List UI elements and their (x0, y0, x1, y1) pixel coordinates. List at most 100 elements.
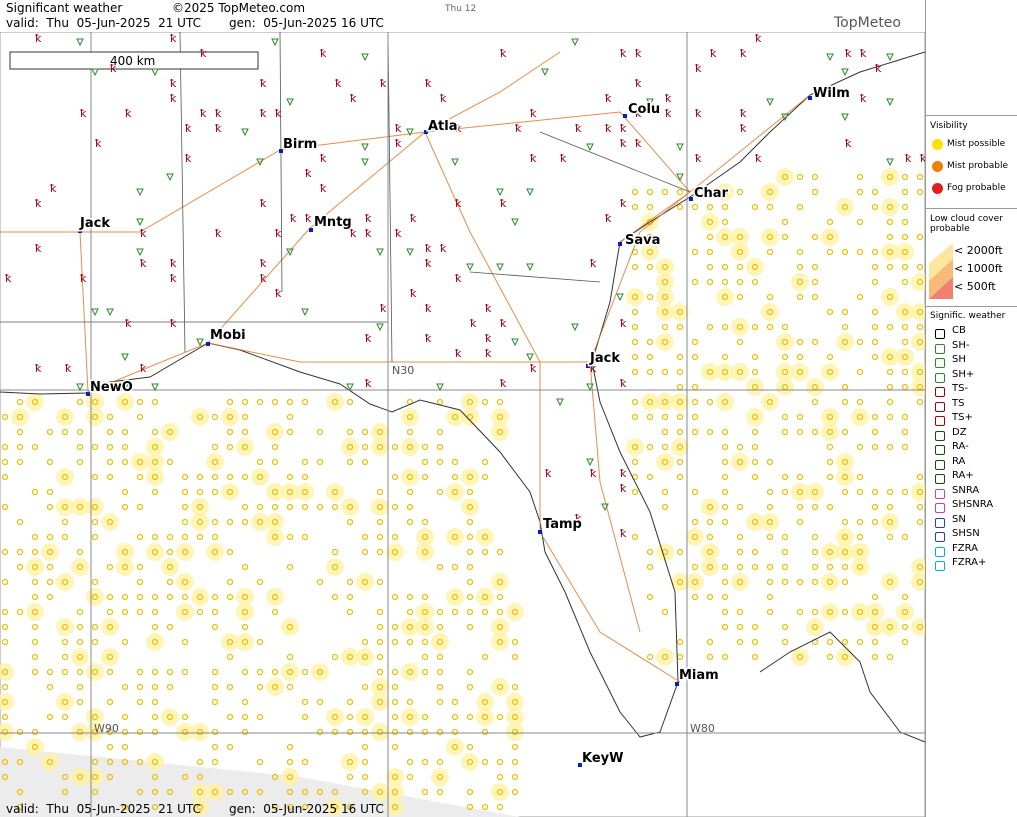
mist-area (341, 438, 359, 456)
mist-area (821, 543, 839, 561)
mist-dot (466, 623, 474, 631)
sh-symbol (361, 143, 369, 152)
sh-symbol (271, 38, 279, 47)
mist-dot (901, 263, 909, 271)
mist-dot (91, 788, 99, 796)
mist-dot (796, 353, 804, 361)
mist-dot (256, 503, 264, 511)
mist-dot (106, 728, 114, 736)
mist-dot (346, 503, 354, 511)
mist-area (191, 513, 209, 531)
mist-dot (796, 278, 804, 286)
mist-dot (781, 563, 789, 571)
mist-dot (316, 698, 324, 706)
legend-label: RA (952, 455, 966, 467)
mist-area (701, 543, 719, 561)
mist-dot (226, 713, 234, 721)
mist-dot (391, 788, 399, 796)
mist-dot (826, 248, 834, 256)
mist-dot (196, 503, 204, 511)
mist-dot (511, 743, 519, 751)
mist-dot (136, 578, 144, 586)
mist-area (356, 708, 374, 726)
mist-dot (466, 563, 474, 571)
mist-dot (136, 473, 144, 481)
mist-dot (286, 473, 294, 481)
mist-area (11, 408, 29, 426)
ts-symbol: ꝁ (140, 257, 147, 270)
mist-dot (811, 233, 819, 241)
sh-symbol (676, 173, 684, 182)
mist-area (26, 603, 44, 621)
map: N30 W90 W80 400 km ꝁ ꝁ ꝁꝁ ꝁ ꝁ ꝁ ꝁ ꝁ ꝁ ꝁ ꝁꝁ ꝁ ꝁꝁ ꝁ ꝁ ꝁ ꝁ ꝁ… (0, 32, 925, 817)
mist-dot (76, 698, 84, 706)
ts-symbol: ꝁ (275, 107, 282, 120)
mist-area (131, 453, 149, 471)
mist-dot (121, 458, 129, 466)
mist-dot (166, 713, 174, 721)
mist-area (431, 768, 449, 786)
mist-dot (646, 248, 654, 256)
mist-dot (121, 608, 129, 616)
mist-area (776, 333, 794, 351)
mist-dot (421, 518, 429, 526)
mist-dot (346, 803, 354, 811)
city-label: Wilm (813, 86, 850, 101)
mist-area (191, 798, 209, 816)
mist-dot (766, 563, 774, 571)
mist-area (836, 528, 854, 546)
mist-dot (766, 593, 774, 601)
mist-area (731, 228, 749, 246)
mist-dot (706, 263, 714, 271)
ts-symbol: ꝁ (305, 212, 312, 225)
mist-area (881, 243, 899, 261)
mist-dot (841, 533, 849, 541)
mist-area (731, 363, 749, 381)
mist-area (101, 618, 119, 636)
mist-dot (91, 638, 99, 646)
mist-dot (196, 473, 204, 481)
mist-area (746, 408, 764, 426)
sh-symbol (196, 338, 204, 347)
legend-icon (935, 416, 945, 426)
sh-symbol (436, 383, 444, 392)
mist-dot (901, 203, 909, 211)
mist-dot (151, 593, 159, 601)
ts-symbol: ꝁ (380, 302, 387, 315)
sh-symbol (676, 143, 684, 152)
mist-area (881, 513, 899, 531)
mist-dot (436, 623, 444, 631)
ts-symbol: ꝁ (665, 107, 672, 120)
mist-dot (31, 743, 39, 751)
mist-dot (781, 638, 789, 646)
mist-dot (661, 608, 669, 616)
mist-dot (61, 623, 69, 631)
mist-dot (841, 473, 849, 481)
ts-symbol: ꝁ (455, 122, 462, 135)
mist-dot (751, 278, 759, 286)
mist-dot (361, 728, 369, 736)
city-label: Miam (679, 668, 719, 683)
mist-area (146, 468, 164, 486)
mist-area (461, 408, 479, 426)
mist-dot (721, 368, 729, 376)
mist-dot (361, 428, 369, 436)
mist-dot (751, 413, 759, 421)
ts-symbol: ꝁ (260, 272, 267, 285)
mist-dot (691, 353, 699, 361)
mist-dot (256, 758, 264, 766)
mist-dot (871, 593, 879, 601)
mist-dot (361, 533, 369, 541)
mist-dot (706, 368, 714, 376)
mist-dot (736, 368, 744, 376)
mist-area (761, 303, 779, 321)
mist-dot (16, 518, 24, 526)
ts-symbol: ꝁ (80, 107, 87, 120)
mist-dot (451, 743, 459, 751)
mist-area (161, 708, 179, 726)
mist-dot (406, 773, 414, 781)
mist-dot (721, 233, 729, 241)
ts-symbol: ꝁ (695, 62, 702, 75)
mist-dot (46, 428, 54, 436)
sh-symbol (886, 98, 894, 107)
